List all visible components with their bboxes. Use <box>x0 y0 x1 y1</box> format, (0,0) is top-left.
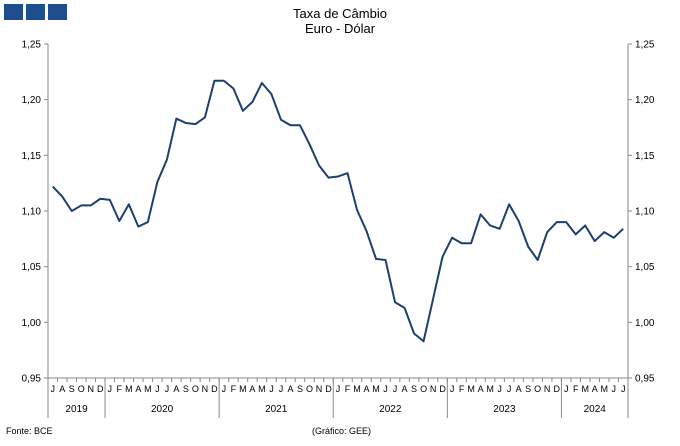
x-year-label: 2023 <box>493 404 516 415</box>
y-tick-label-right: 1,25 <box>635 40 655 51</box>
x-month-label: J <box>393 384 398 394</box>
x-month-label: J <box>165 384 170 394</box>
x-month-label: A <box>402 384 408 394</box>
y-tick-label-right: 1,00 <box>635 318 655 329</box>
y-tick-label-left: 1,10 <box>22 207 42 218</box>
y-tick-label-right: 1,10 <box>635 207 655 218</box>
x-month-label: N <box>544 384 551 394</box>
x-month-label: D <box>97 384 104 394</box>
x-month-label: J <box>222 384 227 394</box>
x-month-label: O <box>192 384 199 394</box>
x-month-label: J <box>564 384 569 394</box>
x-month-label: S <box>411 384 417 394</box>
x-year-label: 2021 <box>265 404 288 415</box>
x-month-label: M <box>239 384 247 394</box>
x-month-label: F <box>573 384 579 394</box>
y-tick-label-right: 1,20 <box>635 95 655 106</box>
x-month-label: D <box>325 384 332 394</box>
x-month-label: M <box>258 384 266 394</box>
x-month-label: F <box>459 384 465 394</box>
logo-block <box>26 4 45 20</box>
x-month-label: D <box>439 384 446 394</box>
x-month-label: J <box>51 384 56 394</box>
x-month-label: A <box>287 384 293 394</box>
y-tick-label-left: 1,25 <box>22 40 42 51</box>
x-month-label: J <box>611 384 616 394</box>
x-month-label: A <box>478 384 484 394</box>
x-month-label: N <box>202 384 209 394</box>
y-tick-label-left: 1,15 <box>22 151 42 162</box>
x-month-label: J <box>497 384 502 394</box>
x-year-label: 2019 <box>65 404 88 415</box>
logo-block <box>48 4 67 20</box>
x-month-label: A <box>135 384 141 394</box>
x-month-label: O <box>534 384 541 394</box>
y-tick-label-left: 1,20 <box>22 95 42 106</box>
x-month-label: N <box>430 384 437 394</box>
x-month-label: J <box>269 384 274 394</box>
y-tick-label-right: 1,05 <box>635 262 655 273</box>
x-month-label: A <box>364 384 370 394</box>
x-month-label: A <box>592 384 598 394</box>
x-month-label: M <box>486 384 494 394</box>
x-month-label: J <box>450 384 455 394</box>
x-month-label: A <box>173 384 179 394</box>
x-month-label: F <box>231 384 237 394</box>
series-line <box>52 79 624 343</box>
x-month-label: J <box>108 384 113 394</box>
x-month-label: J <box>383 384 388 394</box>
x-month-label: O <box>306 384 313 394</box>
x-year-label: 2020 <box>151 404 174 415</box>
y-tick-label-left: 1,05 <box>22 262 42 273</box>
x-month-label: A <box>516 384 522 394</box>
logo <box>4 4 67 20</box>
x-year-label: 2022 <box>379 404 402 415</box>
x-month-label: F <box>117 384 123 394</box>
chart-title-line2: Euro - Dólar <box>304 21 376 36</box>
chart-credit: (Gráfico: GEE) <box>312 426 372 436</box>
x-month-label: M <box>467 384 475 394</box>
x-month-label: S <box>525 384 531 394</box>
chart-title: Taxa de Câmbio Euro - Dólar <box>0 6 680 36</box>
x-month-label: M <box>144 384 152 394</box>
x-month-label: M <box>353 384 361 394</box>
x-month-label: J <box>336 384 341 394</box>
x-month-label: D <box>553 384 560 394</box>
x-month-label: S <box>69 384 75 394</box>
source-note: Fonte: BCE <box>6 426 53 436</box>
logo-block <box>4 4 23 20</box>
x-month-label: A <box>249 384 255 394</box>
x-month-label: D <box>211 384 218 394</box>
y-tick-label-left: 0,95 <box>22 374 42 385</box>
y-tick-label-right: 0,95 <box>635 374 655 385</box>
x-month-label: O <box>420 384 427 394</box>
x-month-label: J <box>621 384 626 394</box>
x-month-label: M <box>125 384 133 394</box>
x-month-label: M <box>581 384 589 394</box>
x-month-label: J <box>507 384 512 394</box>
x-month-label: S <box>183 384 189 394</box>
x-year-label: 2024 <box>584 404 607 415</box>
x-month-label: S <box>297 384 303 394</box>
chart-title-line1: Taxa de Câmbio <box>293 6 387 21</box>
x-month-label: N <box>316 384 323 394</box>
x-month-label: F <box>345 384 351 394</box>
x-month-label: M <box>372 384 380 394</box>
y-tick-label-left: 1,00 <box>22 318 42 329</box>
x-month-label: N <box>88 384 95 394</box>
x-month-label: A <box>59 384 65 394</box>
x-month-label: M <box>600 384 608 394</box>
x-month-label: J <box>279 384 284 394</box>
x-month-label: O <box>78 384 85 394</box>
y-tick-label-right: 1,15 <box>635 151 655 162</box>
x-month-label: J <box>155 384 160 394</box>
